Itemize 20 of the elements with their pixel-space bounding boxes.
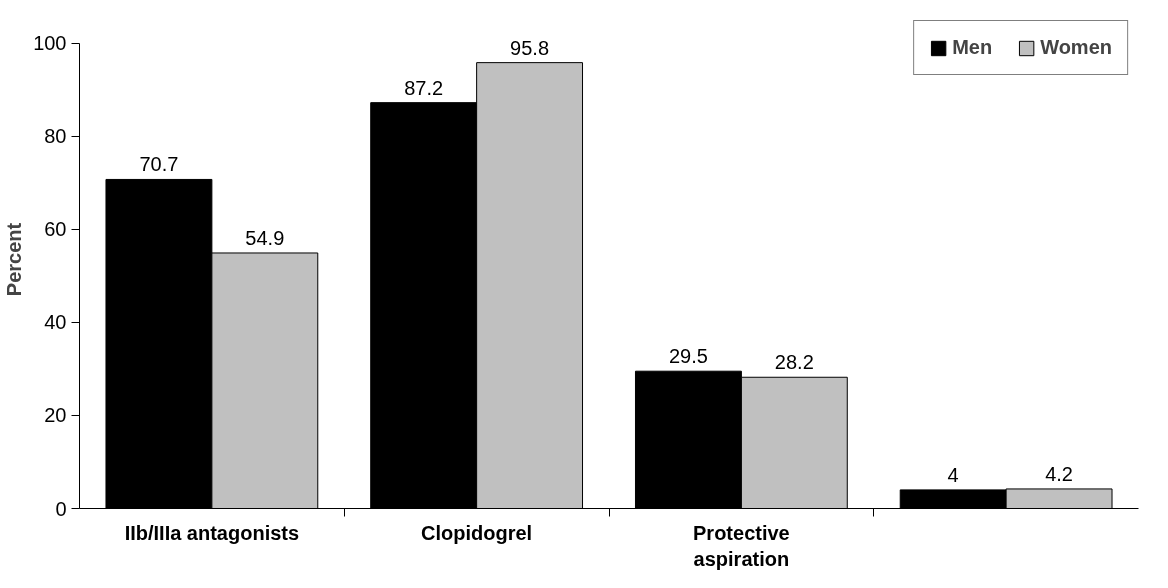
y-tick-label: 60 (44, 218, 67, 241)
data-label: 87.2 (404, 76, 444, 99)
data-label: 4.2 (1045, 462, 1073, 485)
x-tick-label: Clopidogrel (421, 521, 533, 544)
data-label: 70.7 (139, 153, 179, 176)
y-tick-label: 100 (33, 32, 67, 55)
x-tick-label: IIb/IIIa antagonists (124, 521, 300, 544)
y-tick-label: 40 (44, 311, 67, 334)
data-label: 29.5 (668, 345, 708, 368)
data-label: 54.9 (245, 226, 285, 249)
legend-label: Women (1040, 36, 1112, 59)
x-tick-label: Protective aspiration (693, 521, 790, 570)
y-tick-label: 0 (55, 497, 67, 520)
data-label: 4 (947, 463, 959, 486)
data-label: 28.2 (774, 351, 814, 374)
y-tick-label: 80 (44, 125, 67, 148)
y-tick-label: 20 (44, 404, 67, 427)
data-label: 95.8 (510, 36, 550, 59)
legend-label: Men (952, 36, 993, 59)
y-axis-title: Percent (3, 222, 26, 297)
